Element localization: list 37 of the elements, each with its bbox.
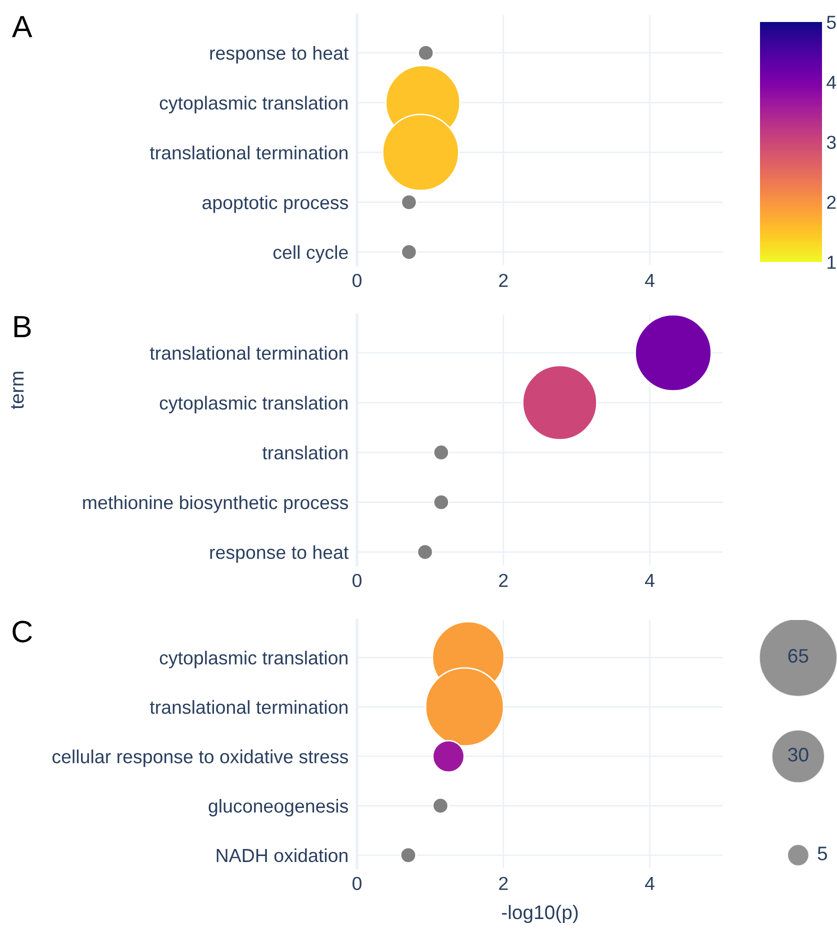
y-tick-label: cytoplasmic translation xyxy=(160,650,348,668)
x-tick-label: 2 xyxy=(499,876,508,890)
y-tick-label: gluconeogenesis xyxy=(208,798,348,816)
y-tick-label: apoptotic process xyxy=(202,195,348,213)
y-tick-label: response to heat xyxy=(210,545,349,563)
y-tick-label: cellular response to oxidative stress xyxy=(52,750,348,768)
legend-label: 65 xyxy=(788,648,808,663)
text: C xyxy=(12,620,32,642)
x-tick-label: 0 xyxy=(352,274,362,288)
x-tick-label: 2 xyxy=(499,574,508,587)
y-tick-label: cytoplasmic translation xyxy=(160,396,348,414)
x-tick-label: 4 xyxy=(645,574,654,587)
color-bar-label: 2 xyxy=(827,196,836,209)
x-tick-label: 4 xyxy=(645,274,654,287)
legend-label: 30 xyxy=(788,748,808,762)
y-tick-label: methionine biosynthetic process xyxy=(83,495,348,513)
y-axis-title: term xyxy=(10,372,24,410)
y-tick-label: translation xyxy=(262,446,348,460)
x-axis-title: -log10(p) xyxy=(502,904,578,924)
y-tick-label: NADH oxidation xyxy=(216,848,348,862)
text: A xyxy=(12,16,32,38)
color-bar-label: 1 xyxy=(828,256,836,269)
x-tick-label: 0 xyxy=(352,574,362,588)
y-tick-label: translational termination xyxy=(150,700,348,714)
color-bar-label: 4 xyxy=(826,76,836,89)
color-bar-label: 5 xyxy=(826,16,836,29)
x-tick-label: 4 xyxy=(645,877,654,890)
y-tick-label: response to heat xyxy=(210,46,349,64)
legend-label: 5 xyxy=(818,846,828,860)
x-tick-label: 0 xyxy=(352,876,362,890)
color-bar-label: 3 xyxy=(826,136,836,149)
y-tick-label: translational termination xyxy=(150,346,348,360)
y-tick-label: translational termination xyxy=(150,146,348,160)
x-tick-label: 2 xyxy=(499,274,508,287)
text: B xyxy=(14,316,31,338)
y-tick-label: cytoplasmic translation xyxy=(160,96,348,114)
y-tick-label: cell cycle xyxy=(273,245,348,263)
